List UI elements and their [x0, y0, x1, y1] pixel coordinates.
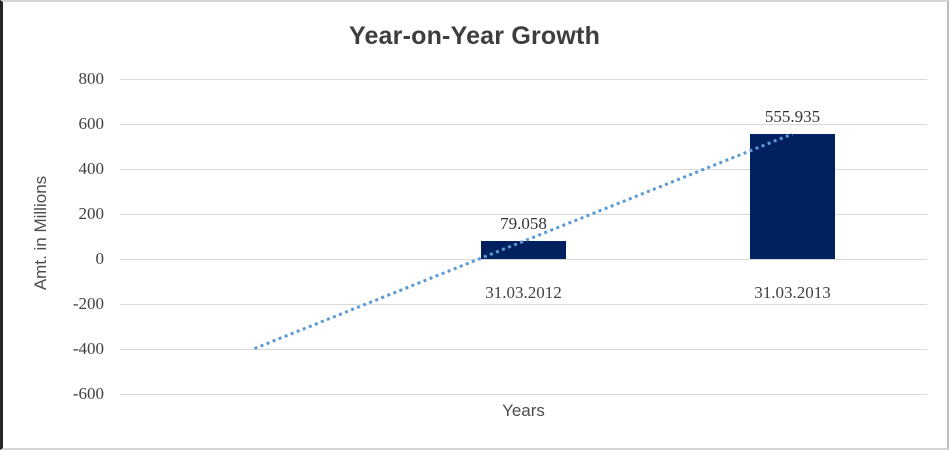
y-tick-label: -400 [72, 339, 104, 358]
y-tick-label: -200 [72, 294, 104, 313]
gridline [120, 304, 927, 305]
bar-data-label: 79.058 [500, 214, 547, 234]
chart-title: Year-on-Year Growth [348, 22, 601, 50]
category-label: 31.03.2013 [754, 283, 831, 302]
gridline [120, 394, 927, 395]
gridline [120, 124, 927, 125]
category-label: 31.03.2012 [485, 283, 562, 302]
gridline [120, 259, 927, 260]
gridline [120, 79, 927, 80]
y-tick-label: 0 [95, 249, 105, 268]
gridline [120, 349, 927, 350]
y-tick-label: 800 [78, 69, 105, 88]
bar [481, 241, 566, 259]
bar-data-label: 555.935 [764, 106, 821, 126]
y-tick-label: -600 [72, 384, 104, 403]
y-tick-label: 600 [78, 114, 105, 133]
y-tick-label: 200 [78, 204, 105, 223]
y-tick-label: 400 [78, 159, 105, 178]
x-axis-title: Years [502, 401, 545, 420]
bar [750, 133, 835, 259]
